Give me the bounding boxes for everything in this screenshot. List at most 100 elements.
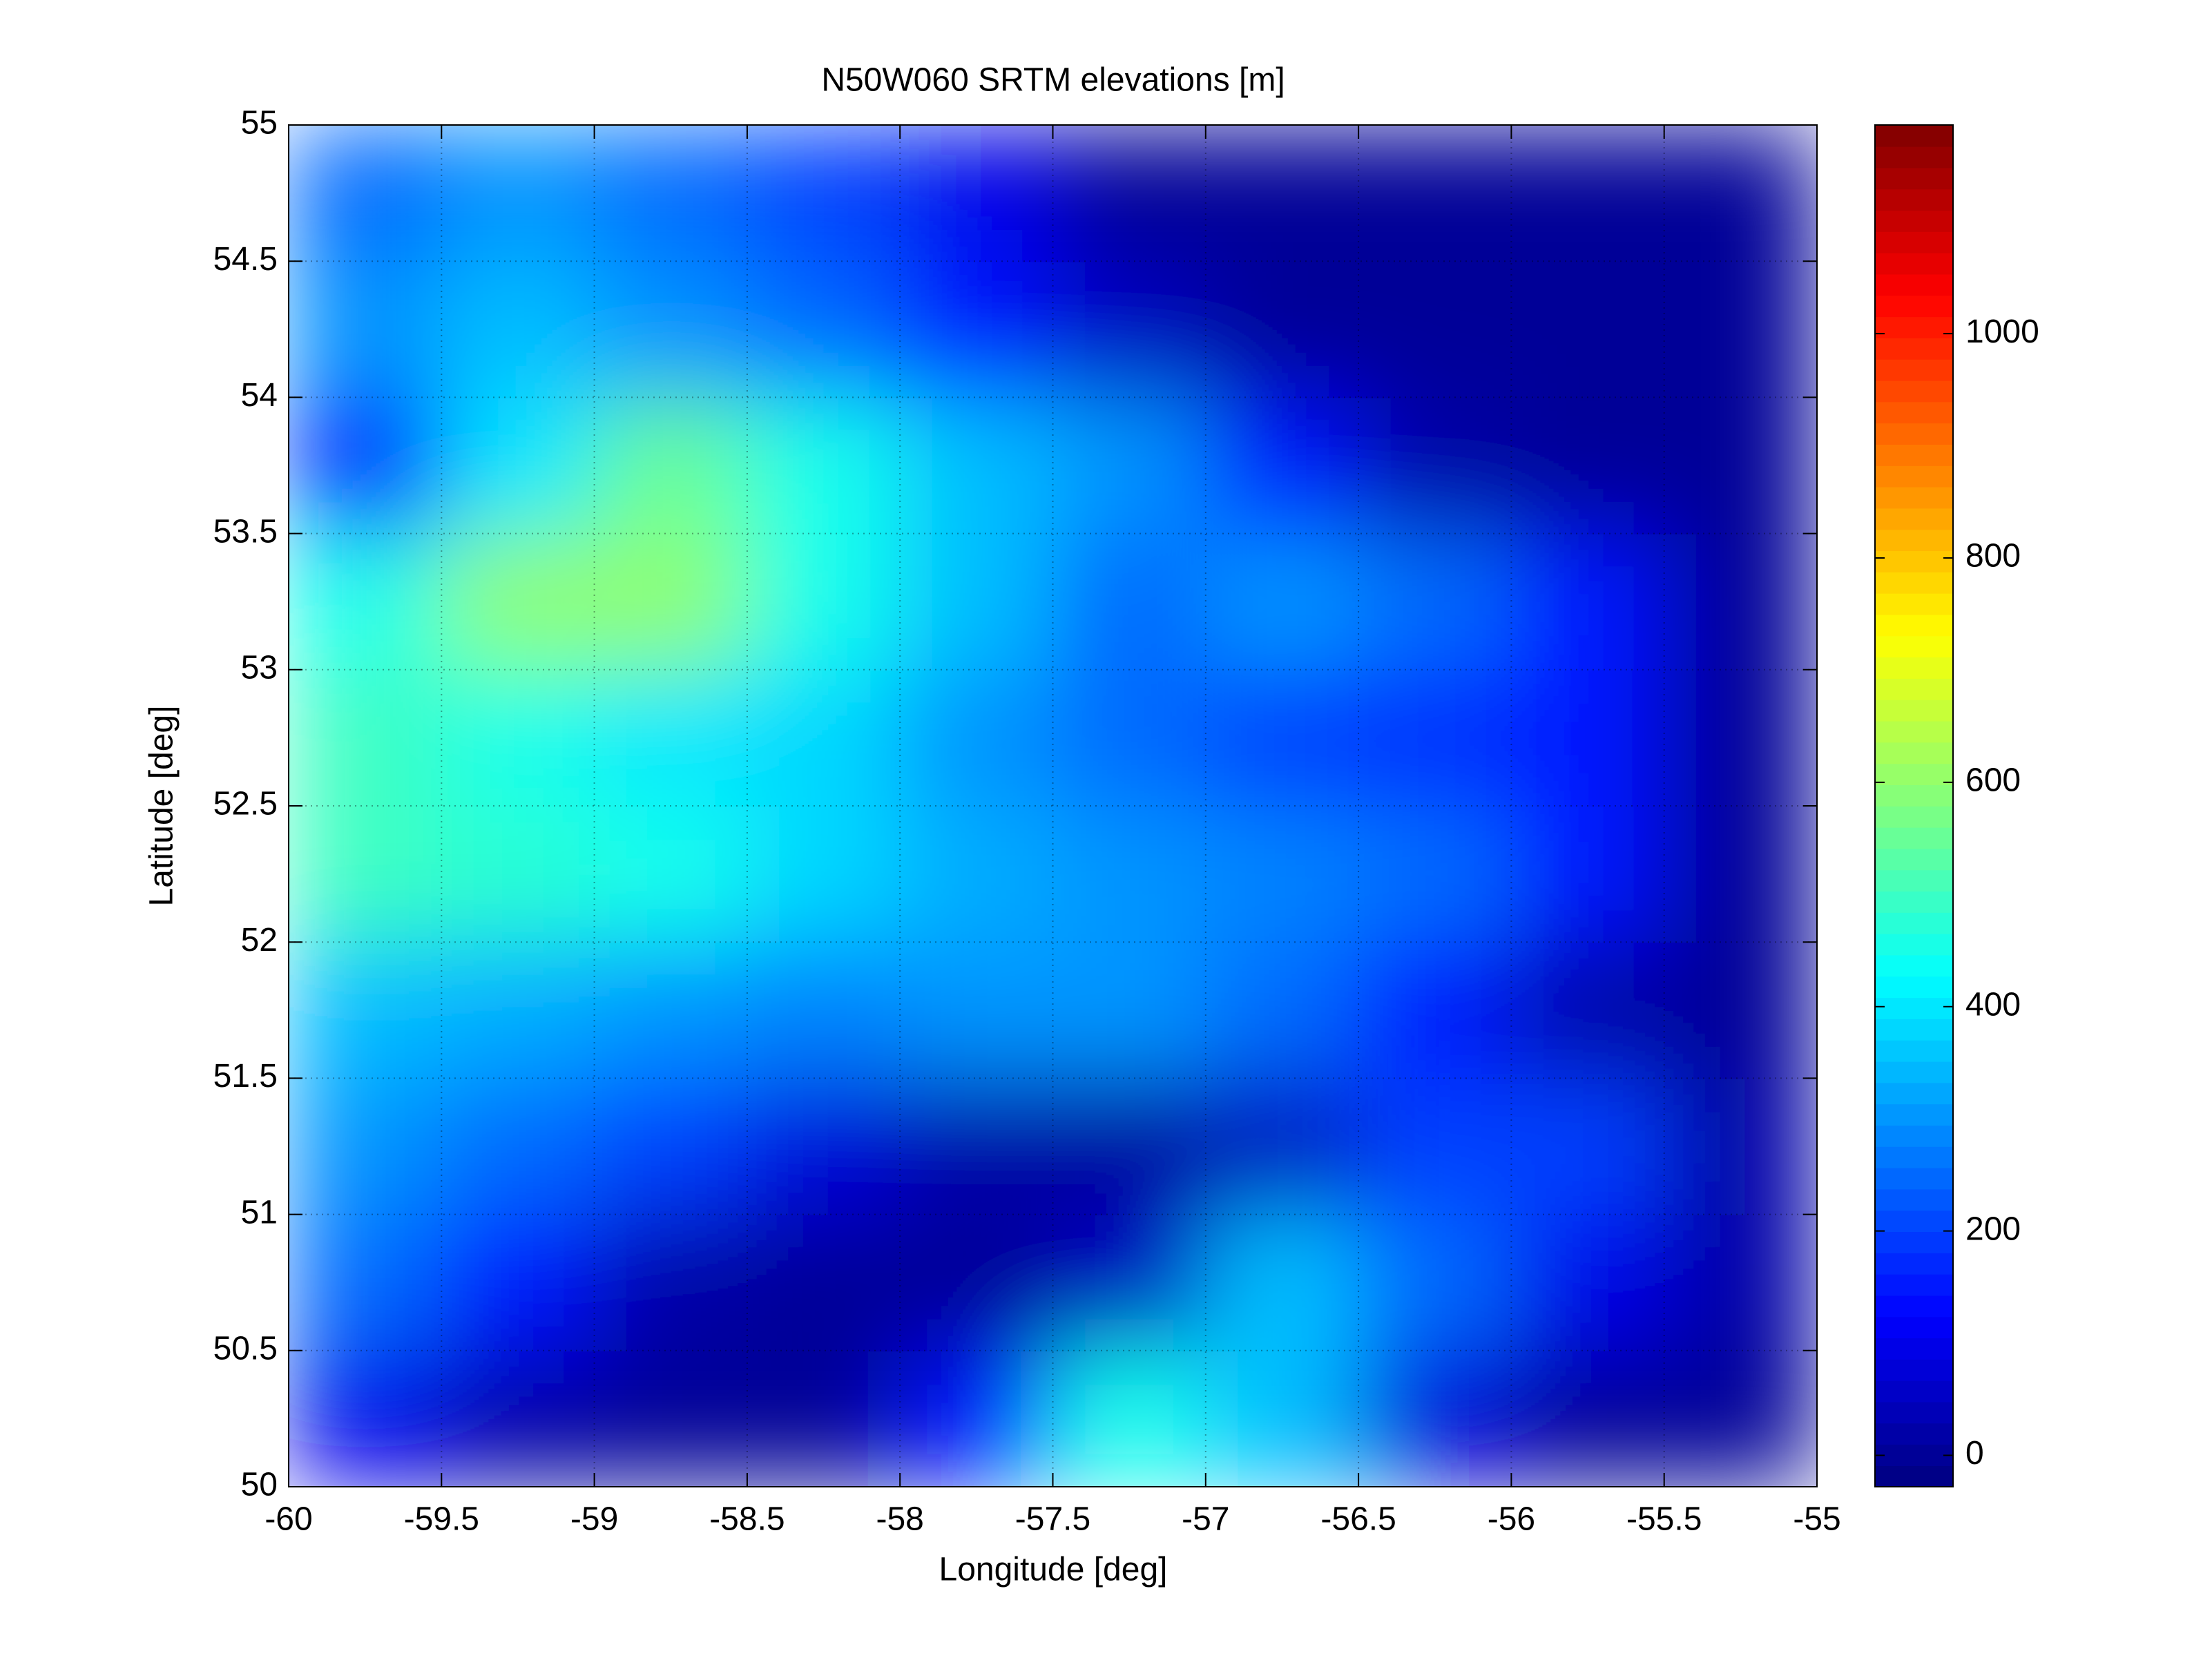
colorbar-swatch [1875, 1465, 1953, 1487]
colorbar-swatch [1875, 1188, 1953, 1211]
heatmap-cell [1664, 533, 1817, 671]
colorbar-swatch [1875, 1316, 1953, 1339]
heatmap-cell [1664, 1350, 1817, 1487]
heatmap-cell [1205, 1214, 1360, 1351]
heatmap-cell [1511, 942, 1665, 1079]
heatmap-cell [1358, 942, 1512, 1079]
colorbar-swatch [1875, 529, 1953, 552]
colorbar-swatch [1875, 720, 1953, 743]
colorbar-swatch [1875, 572, 1953, 594]
heatmap-cell [1358, 669, 1512, 807]
colorbar-swatch [1875, 189, 1953, 211]
heatmap-cell [594, 942, 748, 1079]
colorbar-swatch [1875, 444, 1953, 466]
colorbar-swatch [1875, 1103, 1953, 1126]
heatmap-cell [1358, 1350, 1512, 1487]
heatmap-cell [1052, 1350, 1206, 1487]
colorbar-swatch [1875, 592, 1953, 615]
heatmap-cell [289, 1214, 443, 1351]
heatmap-cell [900, 125, 1054, 262]
colorbar-swatch [1875, 252, 1953, 275]
colorbar-swatch [1875, 1039, 1953, 1062]
heatmap-cell [441, 533, 595, 671]
heatmap-cell [747, 669, 901, 807]
colorbar-swatch [1875, 316, 1953, 338]
colorbar-tick-label: 800 [1965, 538, 2021, 575]
colorbar-swatch [1875, 1146, 1953, 1168]
colorbar-swatch [1875, 635, 1953, 658]
heatmap-cell [1205, 806, 1360, 943]
colorbar-swatch [1875, 401, 1953, 424]
colorbar-swatch [1875, 1444, 1953, 1466]
heatmap-cell [747, 1214, 901, 1351]
heatmap-cell [1358, 1214, 1512, 1351]
heatmap-cell [1205, 942, 1360, 1079]
x-tick-label: -55.5 [1626, 1501, 1702, 1538]
heatmap-cell [441, 397, 595, 534]
heatmap-cell [1664, 125, 1817, 262]
colorbar-swatch [1875, 380, 1953, 403]
colorbar-swatch [1875, 295, 1953, 318]
colorbar-swatch [1875, 146, 1953, 168]
heatmap-cell [441, 1350, 595, 1487]
heatmap-cell [1205, 125, 1360, 262]
colorbar-tick-label: 0 [1965, 1435, 1984, 1472]
colorbar-swatch [1875, 1295, 1953, 1318]
heatmap-cell [1511, 806, 1665, 943]
colorbar-swatch [1875, 678, 1953, 700]
colorbar-swatch [1875, 273, 1953, 296]
colorbar-swatch [1875, 1273, 1953, 1296]
colorbar-swatch [1875, 869, 1953, 892]
heatmap-cell [594, 1078, 748, 1215]
colorbar-swatch [1875, 997, 1953, 1019]
colorbar-swatch [1875, 508, 1953, 530]
heatmap-cell [1664, 1214, 1817, 1351]
heatmap-cell [747, 125, 901, 262]
colorbar-swatch [1875, 699, 1953, 722]
heatmap-cell [900, 261, 1054, 398]
heatmap-cell [1205, 533, 1360, 671]
colorbar-swatch [1875, 657, 1953, 679]
y-tick-label: 52.5 [213, 786, 278, 822]
y-tick-label: 51.5 [213, 1058, 278, 1095]
colorbar-tick-label: 400 [1965, 986, 2021, 1023]
heatmap-cell [1205, 669, 1360, 807]
heatmap-cell [289, 942, 443, 1079]
heatmap-cell [1052, 942, 1206, 1079]
heatmap-cell [1511, 1214, 1665, 1351]
y-tick-label: 52 [241, 922, 278, 958]
colorbar-swatch [1875, 1061, 1953, 1083]
heatmap-cell [594, 533, 748, 671]
colorbar-tick-label: 600 [1965, 762, 2021, 799]
colorbar-swatch [1875, 1125, 1953, 1147]
colorbar-swatch [1875, 933, 1953, 956]
heatmap-cell [1358, 1078, 1512, 1215]
heatmap-cell [1664, 942, 1817, 1079]
y-tick-label: 53 [241, 649, 278, 686]
heatmap-cell [1205, 1350, 1360, 1487]
colorbar-swatch [1875, 423, 1953, 445]
heatmap-cell [1664, 397, 1817, 534]
heatmap-cell [747, 533, 901, 671]
heatmap-cell [594, 806, 748, 943]
heatmap-cell [1664, 806, 1817, 943]
chart-title: N50W060 SRTM elevations [m] [821, 62, 1285, 99]
colorbar-swatch [1875, 1210, 1953, 1233]
x-tick-label: -57 [1182, 1501, 1229, 1538]
x-axis-label: Longitude [deg] [939, 1552, 1168, 1588]
heatmap-cell [1511, 1350, 1665, 1487]
colorbar-swatch [1875, 742, 1953, 764]
heatmap-cell [1358, 261, 1512, 398]
axes: -60 -59.5 -59 -58.5 -58 -57.5 -57 -56.5 -56 -55.5… [213, 105, 2039, 1538]
colorbar-swatch [1875, 125, 1953, 147]
y-tick-label: 53.5 [213, 513, 278, 550]
x-tick-label: -57.5 [1015, 1501, 1090, 1538]
heatmap-cell [289, 1078, 443, 1215]
y-tick-label: 50 [241, 1467, 278, 1503]
heatmap-cell [900, 942, 1054, 1079]
y-tick-label: 50.5 [213, 1330, 278, 1367]
x-tick-label: -56.5 [1320, 1501, 1396, 1538]
colorbar-swatch [1875, 806, 1953, 828]
